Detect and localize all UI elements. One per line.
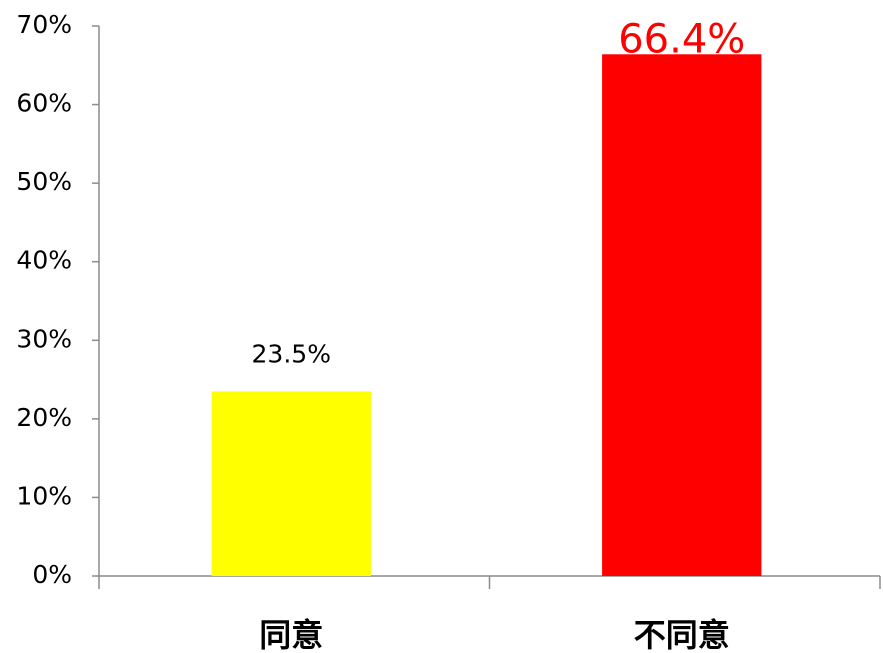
y-tick-label: 20% — [16, 403, 72, 432]
y-tick-label: 40% — [16, 246, 72, 275]
x-tick-label: 不同意 — [634, 616, 730, 653]
value-label: 66.4% — [618, 16, 745, 62]
value-label: 23.5% — [252, 339, 331, 368]
y-tick-label: 30% — [16, 324, 72, 353]
y-tick-label: 10% — [16, 481, 72, 510]
x-tick-label: 同意 — [259, 616, 323, 653]
y-tick-label: 0% — [32, 560, 72, 589]
bar — [211, 391, 371, 576]
bar — [602, 54, 762, 577]
y-tick-label: 50% — [16, 167, 72, 196]
y-tick-label: 70% — [16, 10, 72, 39]
y-tick-label: 60% — [16, 89, 72, 118]
